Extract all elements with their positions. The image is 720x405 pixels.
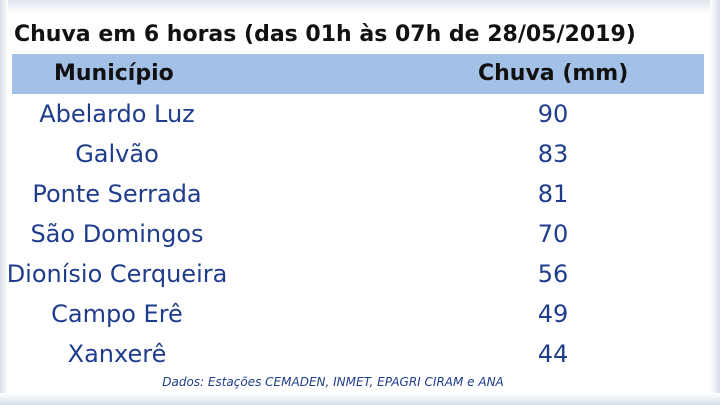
image-border-bottom (0, 393, 720, 405)
header-municipio: Município (54, 61, 174, 86)
municipio-cell: São Domingos (30, 220, 204, 248)
table-row: Xanxerê 44 (0, 334, 720, 374)
chuva-cell: 44 (537, 340, 569, 368)
municipio-cell: Galvão (75, 140, 159, 168)
municipio-cell: Xanxerê (67, 340, 167, 368)
chuva-cell: 49 (537, 300, 569, 328)
table-body: Abelardo Luz 90 Galvão 83 Ponte Serrada … (0, 94, 720, 374)
chuva-cell: 83 (537, 140, 569, 168)
image-border-right (710, 0, 720, 405)
table-row: Abelardo Luz 90 (0, 94, 720, 134)
municipio-cell: Dionísio Cerqueira (6, 260, 228, 288)
municipio-cell: Ponte Serrada (32, 180, 202, 208)
table-row: São Domingos 70 (0, 214, 720, 254)
table-row: Ponte Serrada 81 (0, 174, 720, 214)
image-border-left (0, 0, 8, 405)
municipio-cell: Campo Erê (51, 300, 183, 328)
municipio-cell: Abelardo Luz (39, 100, 195, 128)
chuva-cell: 81 (537, 180, 569, 208)
chuva-cell: 70 (537, 220, 569, 248)
table-row: Dionísio Cerqueira 56 (0, 254, 720, 294)
table-row: Campo Erê 49 (0, 294, 720, 334)
header-chuva: Chuva (mm) (478, 61, 629, 86)
chuva-cell: 56 (537, 260, 569, 288)
table-header: Município Chuva (mm) (12, 54, 704, 94)
table-title: Chuva em 6 horas (das 01h às 07h de 28/0… (14, 22, 636, 47)
table-row: Galvão 83 (0, 134, 720, 174)
image-border-top (0, 0, 720, 14)
data-source-note: Dados: Estações CEMADEN, INMET, EPAGRI C… (162, 375, 504, 389)
chuva-cell: 90 (537, 100, 569, 128)
